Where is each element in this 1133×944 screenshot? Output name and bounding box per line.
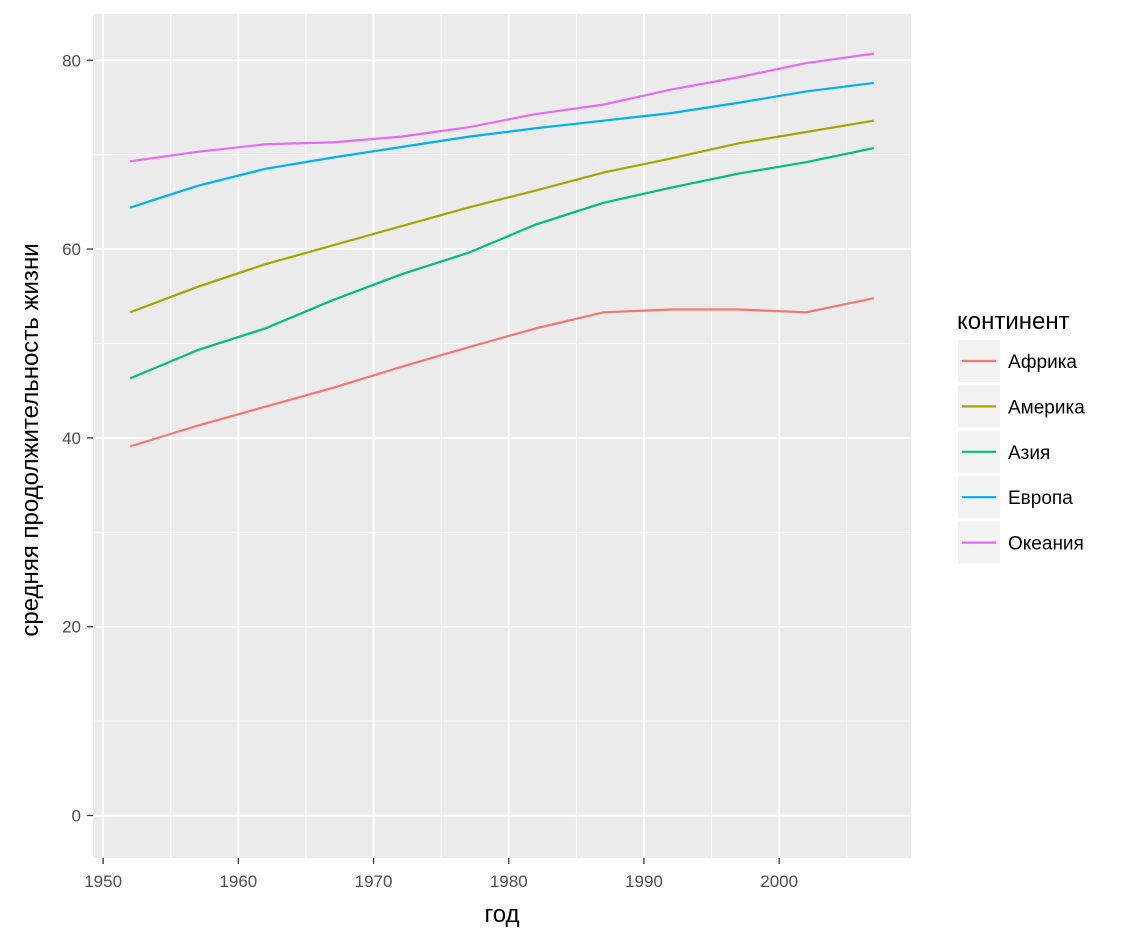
legend: континент Африка Америка Азия Европа Океания [957, 308, 1085, 564]
major-gridlines [93, 14, 911, 858]
y-tick-label: 60 [62, 240, 81, 259]
x-tick-label: 1970 [355, 872, 393, 891]
legend-items: Африка Америка Азия Европа Океания [958, 340, 1085, 564]
series-line-5 [130, 52, 874, 163]
legend-label: Азия [1008, 443, 1050, 464]
y-tick-label: 0 [72, 807, 81, 826]
x-tick-label: 1980 [490, 872, 528, 891]
y-axis: 0 20 40 60 80 [62, 51, 93, 826]
x-tick-label: 2000 [760, 872, 798, 891]
y-axis-title: средняя продолжительность жизни [17, 243, 44, 636]
x-axis: 1950 1960 1970 1980 1990 2000 [84, 858, 798, 891]
legend-label: Африка [1008, 352, 1077, 373]
series-line-4 [129, 81, 874, 209]
series-line-2 [129, 119, 875, 314]
legend-label: Океания [1008, 534, 1084, 555]
y-tick-label: 20 [62, 618, 81, 637]
legend-label: Европа [1008, 488, 1073, 509]
legend-title: континент [957, 308, 1070, 335]
x-tick-label: 1960 [219, 872, 257, 891]
y-tick-label: 80 [62, 51, 81, 70]
x-tick-label: 1950 [84, 872, 122, 891]
series-lines [129, 52, 875, 448]
plot-panel [93, 14, 911, 858]
legend-label: Америка [1008, 397, 1085, 418]
x-tick-label: 1990 [625, 872, 663, 891]
x-axis-title: год [484, 901, 519, 928]
y-tick-label: 40 [62, 429, 81, 448]
minor-gridlines [93, 14, 911, 858]
series-line-1 [129, 297, 875, 448]
series-line-3 [129, 146, 875, 380]
